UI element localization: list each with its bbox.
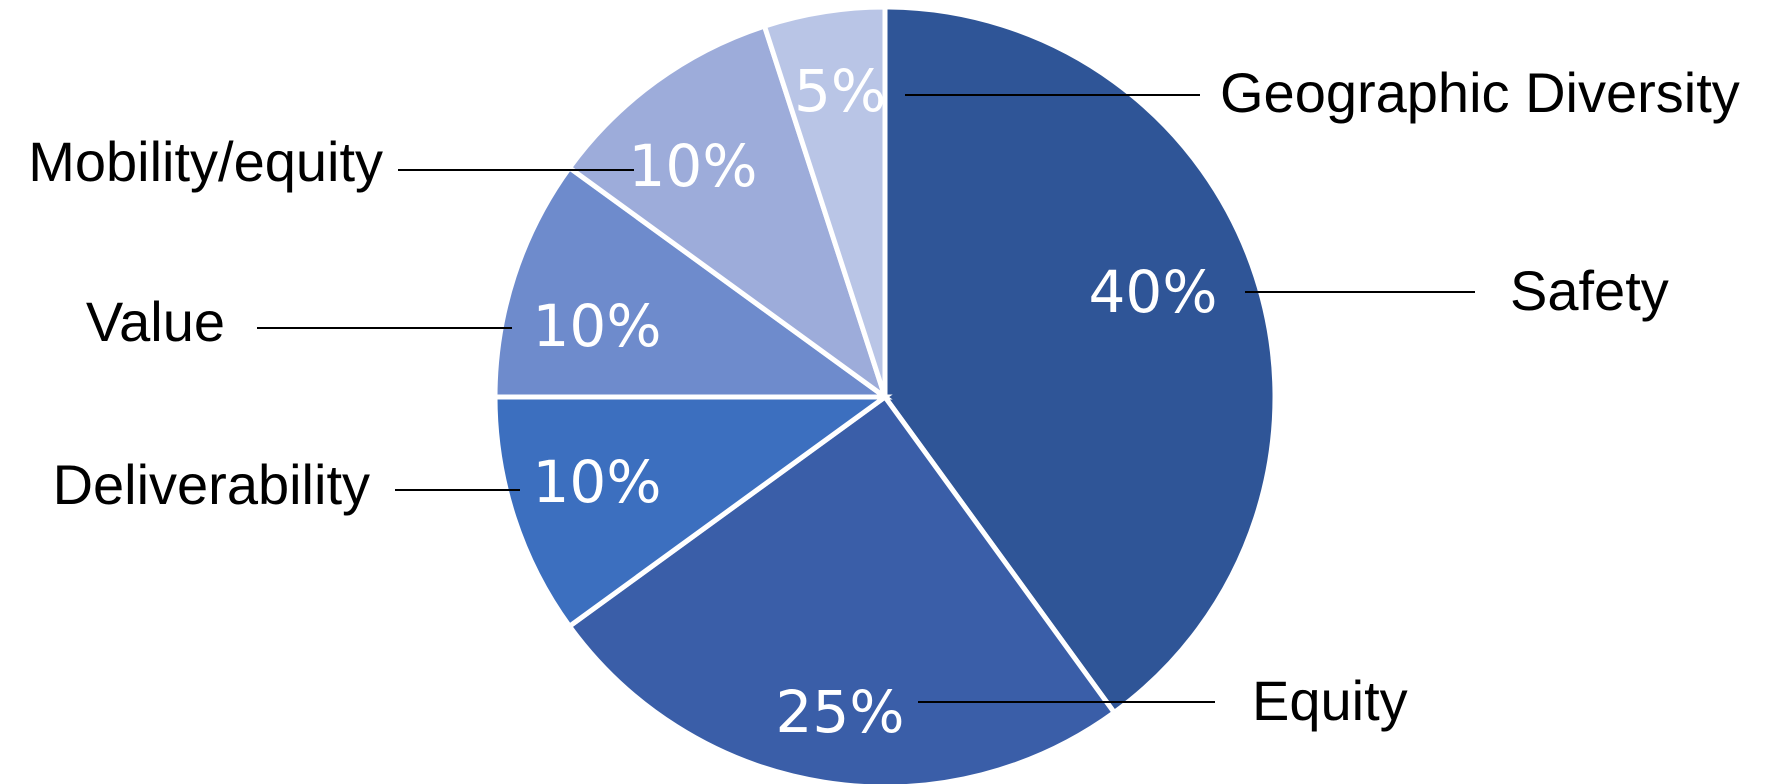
percent-label-value: 10%: [533, 292, 662, 360]
percent-label-deliverability: 10%: [533, 448, 662, 516]
leader-lines: [257, 94, 1475, 703]
category-label-mobility-equity: Mobility/equity: [28, 130, 383, 193]
pie-slices: [492, 4, 1278, 784]
category-label-value: Value: [86, 290, 225, 353]
category-label-equity: Equity: [1252, 669, 1408, 732]
percent-label-safety: 40%: [1089, 258, 1218, 326]
pie-slice-geographic-diversity: [761, 4, 888, 398]
category-labels: Safety Equity Deliverability Value Mobility/…: [28, 61, 1740, 732]
percent-label-mobility-equity: 10%: [629, 132, 758, 200]
pie-slice-value: [492, 164, 893, 400]
category-label-geographic-diversity: Geographic Diversity: [1220, 61, 1740, 124]
percent-label-geographic-diversity: 5%: [794, 57, 886, 125]
category-label-safety: Safety: [1510, 259, 1669, 322]
percent-labels: 40% 25% 10% 10% 10% 5%: [533, 57, 1218, 746]
pie-slice-deliverability: [492, 394, 893, 630]
percent-label-equity: 25%: [776, 678, 905, 746]
pie-slice-equity: [565, 393, 1118, 784]
pie-slice-safety: [882, 4, 1278, 717]
pie-slice-mobility-equity: [565, 22, 890, 404]
category-label-deliverability: Deliverability: [53, 453, 370, 516]
